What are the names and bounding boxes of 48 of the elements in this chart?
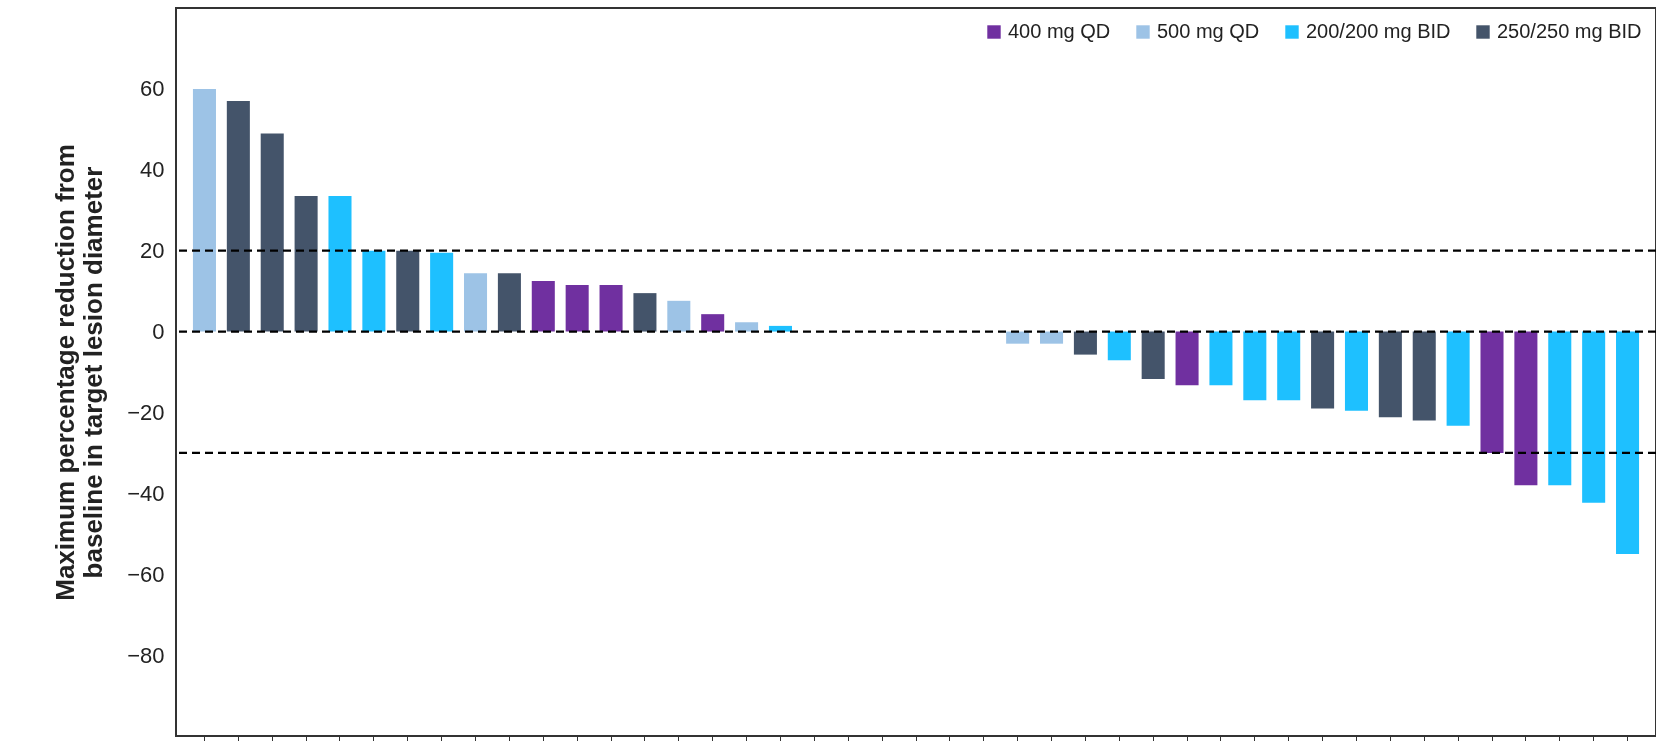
legend-label: 250/250 mg BID bbox=[1497, 20, 1642, 42]
legend-label: 200/200 mg BID bbox=[1306, 20, 1451, 42]
y-tick-label: −60 bbox=[127, 561, 165, 587]
y-tick-label: −20 bbox=[127, 399, 165, 425]
y-tick-label: −80 bbox=[127, 642, 165, 668]
bar bbox=[1344, 331, 1368, 411]
bar bbox=[497, 273, 521, 332]
bar bbox=[701, 314, 725, 332]
legend-label: 400 mg QD bbox=[1008, 20, 1111, 42]
bar bbox=[1243, 331, 1267, 401]
y-tick-label: 40 bbox=[140, 157, 165, 183]
legend-label: 500 mg QD bbox=[1157, 20, 1260, 42]
bar bbox=[192, 88, 216, 332]
bar bbox=[1446, 331, 1470, 426]
bar bbox=[396, 250, 420, 332]
bar bbox=[633, 293, 657, 332]
bar bbox=[1040, 331, 1064, 344]
y-tick-label: 0 bbox=[152, 319, 165, 345]
bar bbox=[226, 101, 250, 332]
bar bbox=[1209, 331, 1233, 386]
bar bbox=[1073, 331, 1097, 355]
bar bbox=[1480, 331, 1504, 453]
bar bbox=[1311, 331, 1335, 409]
bar bbox=[1107, 331, 1131, 361]
y-tick-label: −40 bbox=[127, 480, 165, 506]
bar bbox=[1277, 331, 1301, 401]
bar bbox=[599, 285, 623, 332]
bar bbox=[430, 252, 454, 332]
bar bbox=[565, 285, 589, 332]
bar bbox=[1175, 331, 1199, 386]
bar bbox=[667, 300, 691, 332]
bar bbox=[1412, 331, 1436, 421]
bar bbox=[328, 196, 352, 332]
y-tick-label: 20 bbox=[140, 238, 165, 264]
bar bbox=[1378, 331, 1402, 418]
bar bbox=[1514, 331, 1538, 486]
bar bbox=[1141, 331, 1165, 379]
bar bbox=[464, 273, 488, 332]
y-axis-title: Maximum percentage reduction from baseline in target lesion diameter bbox=[50, 144, 109, 601]
bar bbox=[260, 133, 284, 332]
bar bbox=[1006, 331, 1030, 344]
bar bbox=[1582, 331, 1606, 503]
bar bbox=[294, 196, 318, 332]
bar bbox=[1548, 331, 1572, 486]
bar bbox=[1616, 331, 1640, 554]
y-tick-label: 60 bbox=[140, 76, 165, 102]
bar bbox=[531, 281, 555, 332]
bar bbox=[362, 250, 386, 332]
